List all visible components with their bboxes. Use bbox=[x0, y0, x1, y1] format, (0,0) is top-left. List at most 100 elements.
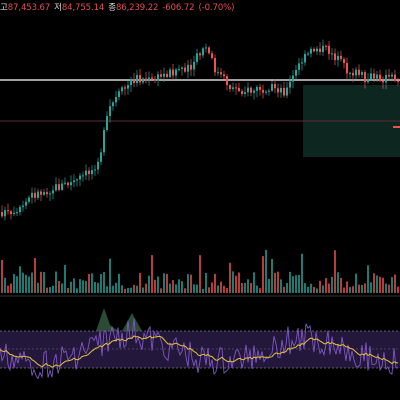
volume-bar bbox=[49, 287, 51, 293]
rsi-line bbox=[0, 318, 399, 380]
volume-bar bbox=[181, 281, 183, 293]
volume-bar bbox=[379, 276, 381, 293]
close-label: 종 bbox=[108, 3, 116, 13]
volume-bar bbox=[121, 285, 123, 293]
rsi-overbought-fill bbox=[96, 308, 118, 331]
volume-bar bbox=[334, 250, 336, 293]
volume-bar bbox=[151, 255, 153, 293]
volume-bar bbox=[76, 288, 78, 293]
candle-body bbox=[250, 87, 252, 93]
candle-body bbox=[145, 78, 147, 82]
candle-body bbox=[307, 53, 309, 55]
volume-bar bbox=[229, 262, 231, 293]
candle-body bbox=[193, 61, 195, 70]
candle-body bbox=[292, 75, 294, 82]
volume-bar bbox=[304, 283, 306, 293]
volume-bar bbox=[16, 276, 18, 293]
candle-body bbox=[313, 48, 315, 52]
volume-bar bbox=[7, 285, 9, 293]
volume-bar bbox=[388, 284, 390, 293]
candle-body bbox=[148, 77, 150, 82]
candle-body bbox=[199, 53, 201, 56]
candle-body bbox=[298, 63, 300, 70]
candle-body bbox=[397, 80, 399, 82]
candle-body bbox=[328, 45, 330, 54]
candle-body bbox=[301, 62, 303, 64]
volume-bar bbox=[397, 286, 399, 293]
volume-bar bbox=[352, 286, 354, 293]
volume-bar bbox=[73, 278, 75, 293]
candle-body bbox=[19, 206, 21, 213]
candle-body bbox=[76, 179, 78, 181]
volume-bar bbox=[217, 285, 219, 293]
volume-bar bbox=[238, 272, 240, 293]
volume-bar bbox=[196, 284, 198, 293]
volume-bar bbox=[13, 273, 15, 293]
volume-bar bbox=[10, 283, 12, 293]
volume-bar bbox=[85, 280, 87, 293]
candle-body bbox=[10, 211, 12, 215]
candle-body bbox=[94, 169, 96, 171]
volume-bar bbox=[349, 287, 351, 293]
candle-body bbox=[256, 86, 258, 91]
volume-bar bbox=[43, 272, 45, 293]
volume-bar bbox=[292, 276, 294, 293]
volume-bar bbox=[37, 282, 39, 293]
candle-body bbox=[55, 184, 57, 191]
candle-body bbox=[85, 170, 87, 176]
volume-bar bbox=[376, 275, 378, 293]
volume-bar bbox=[70, 281, 72, 293]
candle-body bbox=[13, 212, 15, 215]
candle-body bbox=[358, 69, 360, 75]
volume-bar bbox=[325, 278, 327, 293]
candle-body bbox=[22, 205, 24, 207]
volume-bar bbox=[283, 286, 285, 293]
candle-body bbox=[136, 75, 138, 84]
candle-body bbox=[88, 170, 90, 175]
volume-bar bbox=[115, 282, 117, 293]
candle-body bbox=[46, 192, 48, 195]
volume-bar bbox=[160, 288, 162, 293]
volume-bar bbox=[64, 264, 66, 293]
candle-body bbox=[244, 92, 246, 95]
volume-bar bbox=[301, 253, 303, 293]
volume-bar bbox=[256, 285, 258, 293]
candle-body bbox=[169, 69, 171, 78]
volume-bar bbox=[367, 265, 369, 293]
high-label: 고 bbox=[0, 3, 8, 13]
candle-body bbox=[118, 91, 120, 98]
candle-body bbox=[154, 78, 156, 81]
volume-bar bbox=[223, 285, 225, 293]
volume-bar bbox=[22, 272, 24, 293]
volume-bar bbox=[328, 283, 330, 293]
candle-body bbox=[67, 182, 69, 186]
rsi-ma-line bbox=[0, 335, 399, 368]
candle-body bbox=[79, 175, 81, 180]
volume-bar bbox=[58, 281, 60, 293]
volume-bar bbox=[244, 282, 246, 293]
candle-body bbox=[103, 130, 105, 153]
candle-body bbox=[295, 69, 297, 76]
candle-body bbox=[322, 45, 324, 52]
candle-body bbox=[271, 84, 273, 91]
volume-bar bbox=[358, 284, 360, 293]
volume-bar bbox=[184, 288, 186, 293]
candle-body bbox=[133, 79, 135, 84]
candle-body bbox=[196, 53, 198, 62]
volume-bar bbox=[163, 273, 165, 293]
low-value: 84,755.14 bbox=[61, 3, 105, 13]
candle-body bbox=[40, 191, 42, 195]
candle-body bbox=[319, 48, 321, 52]
candle-body bbox=[52, 190, 54, 194]
candle-body bbox=[361, 72, 363, 75]
volume-bar bbox=[82, 280, 84, 293]
close-value: 86,239.22 bbox=[115, 3, 159, 13]
volume-bar bbox=[316, 288, 318, 293]
volume-bar bbox=[214, 273, 216, 293]
volume-bar bbox=[289, 271, 291, 293]
candle-body bbox=[202, 48, 204, 56]
candle-body bbox=[352, 72, 354, 76]
candle-body bbox=[355, 69, 357, 76]
candle-body bbox=[337, 55, 339, 61]
